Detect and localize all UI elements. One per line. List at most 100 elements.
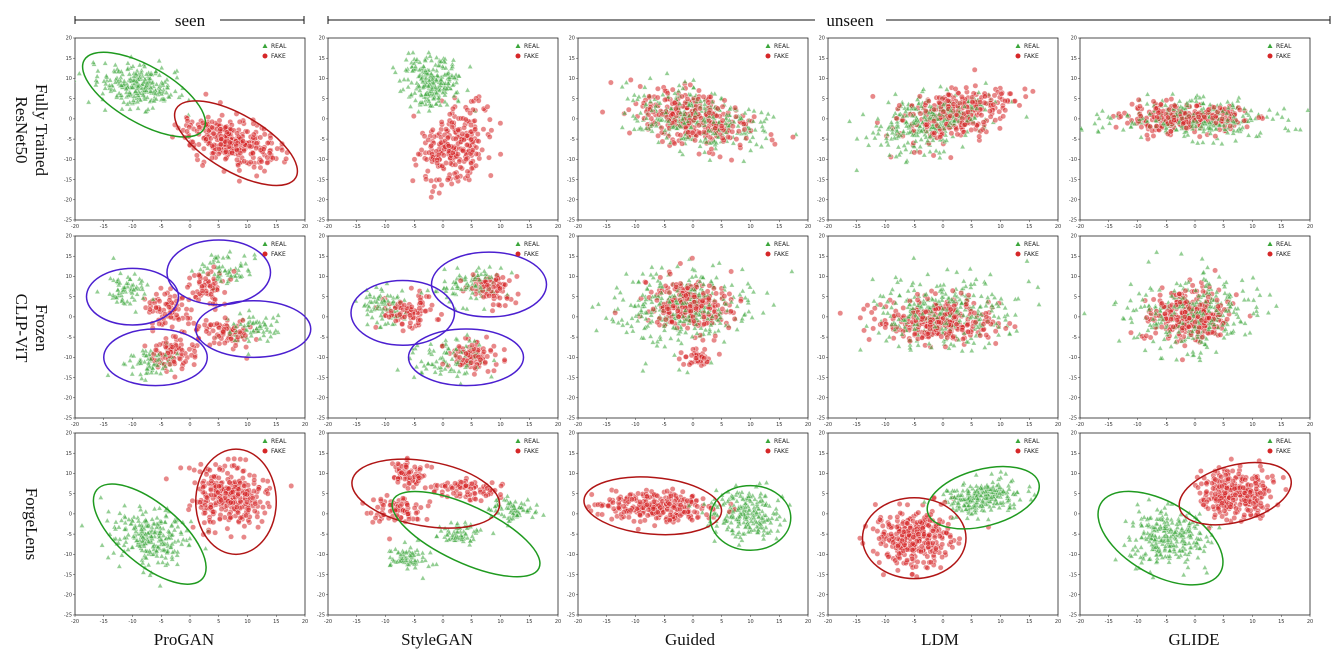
real-point — [650, 274, 657, 280]
fake-point — [239, 317, 246, 324]
fake-point — [725, 134, 732, 140]
real-point — [377, 324, 384, 330]
fake-point — [992, 117, 999, 124]
real-point — [677, 109, 684, 115]
real-point — [397, 88, 404, 94]
real-point — [107, 77, 113, 83]
column-label-stylegan: StyleGAN — [401, 630, 473, 649]
y-tick-label: -5 — [820, 137, 825, 143]
real-point — [267, 333, 274, 339]
fake-point — [253, 173, 260, 179]
fake-point — [455, 151, 461, 158]
real-point — [1124, 111, 1131, 118]
fake-point — [1255, 114, 1262, 121]
real-point — [132, 88, 139, 94]
real-point — [1234, 127, 1241, 133]
fake-point — [708, 146, 715, 152]
fake-point — [677, 260, 684, 267]
y-tick-label: -20 — [817, 197, 825, 203]
real-point — [730, 140, 737, 146]
real-point — [1107, 115, 1114, 121]
real-point — [1144, 91, 1151, 97]
real-point — [643, 101, 649, 107]
real-point — [432, 84, 439, 90]
real-point — [593, 327, 600, 333]
real-point — [442, 92, 448, 98]
fake-point — [461, 124, 467, 131]
y-tick-label: 0 — [322, 117, 325, 123]
real-point — [758, 109, 765, 115]
real-point — [745, 299, 752, 305]
real-point — [1194, 139, 1201, 146]
real-point — [658, 117, 664, 123]
x-tick-label: 0 — [441, 224, 444, 230]
y-tick-label: 10 — [319, 274, 325, 280]
real-point — [448, 366, 455, 372]
real-point — [464, 362, 470, 368]
fake-point — [1138, 124, 1145, 130]
real-point — [1099, 124, 1106, 130]
real-point — [693, 273, 699, 279]
real-point — [159, 80, 166, 86]
real-point — [903, 122, 910, 129]
real-point — [421, 362, 428, 368]
real-point — [615, 319, 622, 325]
fake-point — [771, 141, 778, 148]
y-tick-label: 5 — [69, 294, 72, 300]
fake-point — [959, 93, 965, 100]
y-tick-label: -15 — [817, 177, 825, 183]
fake-point — [250, 131, 257, 138]
y-tick-label: -10 — [64, 157, 72, 163]
fake-point — [1227, 123, 1234, 129]
real-point — [456, 272, 463, 278]
fake-point — [1195, 114, 1202, 120]
x-tick-label: -15 — [853, 224, 861, 230]
x-tick-label: 5 — [470, 422, 473, 428]
fake-point — [1144, 132, 1150, 139]
fake-point — [1002, 98, 1008, 104]
fake-point — [944, 97, 951, 104]
fake-point — [388, 308, 395, 315]
real-point — [144, 365, 151, 372]
y-tick-label: 15 — [66, 254, 72, 260]
fake-point — [515, 291, 521, 297]
fake-point — [456, 158, 463, 165]
real-point — [1282, 125, 1289, 131]
legend-fake-marker — [515, 251, 521, 257]
fake-point — [460, 147, 467, 154]
real-point — [432, 288, 439, 294]
real-point — [364, 311, 371, 317]
real-point — [959, 143, 966, 149]
fake-point — [896, 102, 903, 109]
fake-point — [200, 145, 207, 152]
x-tick-label: 20 — [1055, 224, 1061, 230]
fake-point — [211, 335, 218, 341]
real-point — [136, 275, 143, 282]
fake-point — [191, 361, 198, 368]
real-point — [968, 116, 974, 122]
fake-point — [429, 302, 435, 309]
real-point — [473, 267, 480, 274]
y-tick-label: -25 — [567, 416, 575, 422]
real-point — [401, 76, 407, 82]
real-point — [415, 108, 422, 114]
fake-point — [945, 91, 952, 98]
real-point — [623, 329, 630, 335]
real-point — [75, 79, 77, 83]
fake-point — [234, 334, 241, 341]
real-point — [139, 286, 146, 292]
fake-point — [203, 328, 210, 335]
fake-point — [701, 346, 708, 353]
fake-point — [435, 316, 442, 323]
real-point — [498, 264, 504, 271]
real-point — [233, 323, 239, 329]
x-tick-label: 0 — [441, 422, 444, 428]
x-tick-label: 0 — [941, 224, 944, 230]
fake-point — [931, 130, 938, 137]
real-point — [232, 273, 239, 279]
x-tick-label: -5 — [912, 224, 917, 230]
real-point — [400, 86, 406, 92]
real-point — [378, 312, 384, 318]
